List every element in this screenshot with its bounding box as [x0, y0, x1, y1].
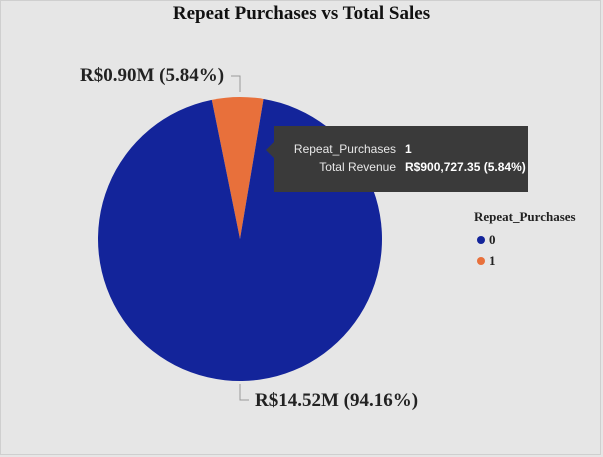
legend-label-1: 1 [489, 252, 496, 268]
tooltip-value-category: 1 [405, 142, 412, 156]
legend-marker-1 [477, 256, 485, 265]
pie-slice-1[interactable] [211, 97, 264, 239]
tooltip-key-category: Repeat_Purchases [293, 142, 396, 156]
leader-line-slice-0 [239, 384, 249, 401]
leader-line-slice-1 [231, 75, 241, 92]
tooltip-key-revenue: Total Revenue [319, 160, 396, 174]
legend: Repeat_Purchases 0 1 [474, 209, 576, 271]
legend-item-1[interactable]: 1 [474, 250, 576, 271]
legend-label-0: 0 [489, 231, 496, 247]
legend-marker-0 [477, 235, 485, 244]
legend-item-0[interactable]: 0 [474, 229, 576, 250]
tooltip-row-revenue: Total Revenue R$900,727.35 (5.84%) [290, 158, 528, 176]
data-label-slice-1: R$0.90M (5.84%) [80, 65, 225, 86]
legend-title: Repeat_Purchases [474, 209, 576, 224]
chart-title: Repeat Purchases vs Total Sales [172, 3, 431, 24]
tooltip: Repeat_Purchases 1 Total Revenue R$900,7… [266, 126, 528, 192]
tooltip-row-category: Repeat_Purchases 1 [290, 140, 528, 158]
data-label-slice-0: R$14.52M (94.16%) [255, 390, 419, 411]
tooltip-value-revenue: R$900,727.35 (5.84%) [405, 160, 526, 174]
